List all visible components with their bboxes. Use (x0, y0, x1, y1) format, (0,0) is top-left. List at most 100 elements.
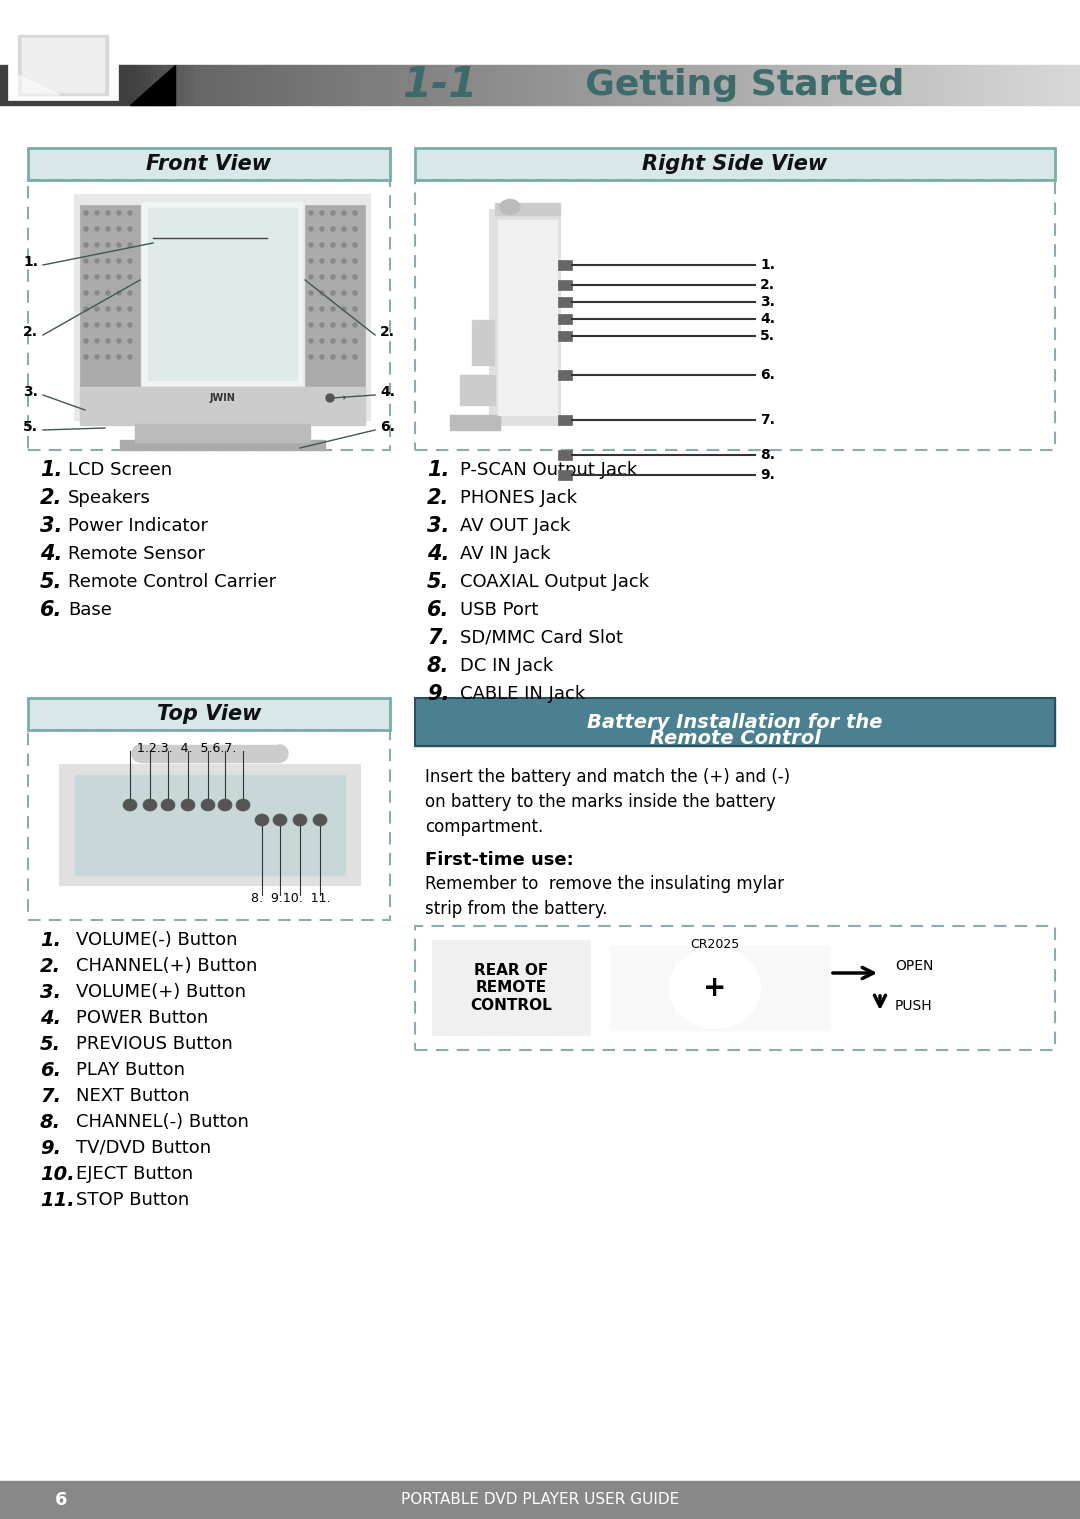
Text: →: → (338, 393, 346, 403)
Bar (227, 65, 232, 105)
Bar (1053, 65, 1058, 105)
Bar (281, 65, 286, 105)
Bar (961, 65, 967, 105)
Ellipse shape (117, 260, 121, 263)
Bar (972, 65, 977, 105)
Text: Battery Installation for the: Battery Installation for the (588, 712, 882, 732)
Bar (610, 946, 831, 1030)
Bar (292, 65, 297, 105)
Bar (529, 65, 535, 105)
Bar (864, 65, 869, 105)
Bar (28, 699, 390, 731)
Ellipse shape (309, 260, 313, 263)
Bar (415, 179, 1055, 450)
Bar (146, 65, 151, 105)
Text: CHANNEL(+) Button: CHANNEL(+) Button (76, 957, 257, 975)
Ellipse shape (117, 355, 121, 358)
Text: AV OUT Jack: AV OUT Jack (460, 516, 570, 535)
Bar (113, 65, 119, 105)
Bar (680, 65, 686, 105)
Bar (648, 65, 653, 105)
Bar (756, 65, 761, 105)
Bar (832, 65, 837, 105)
Bar (140, 65, 146, 105)
Ellipse shape (117, 226, 121, 231)
Bar (1037, 65, 1042, 105)
Bar (80, 205, 140, 406)
Bar (1004, 65, 1010, 105)
Bar (805, 65, 810, 105)
Bar (0, 1481, 1080, 1519)
Bar (148, 208, 297, 380)
Bar (340, 65, 346, 105)
Bar (259, 65, 265, 105)
Bar (86, 65, 92, 105)
Bar (535, 65, 540, 105)
Bar (421, 65, 427, 105)
Text: USB Port: USB Port (460, 602, 538, 620)
Bar (60, 766, 360, 886)
Bar (491, 65, 497, 105)
Bar (664, 65, 670, 105)
Ellipse shape (309, 355, 313, 358)
Bar (80, 387, 365, 415)
Text: JWIN: JWIN (210, 393, 235, 403)
Bar (454, 65, 459, 105)
Bar (189, 65, 194, 105)
Bar (486, 65, 491, 105)
Text: +: + (703, 974, 727, 1003)
Ellipse shape (353, 355, 357, 358)
Text: 7.: 7. (760, 413, 774, 427)
Bar (124, 65, 130, 105)
Bar (416, 65, 421, 105)
Bar (427, 65, 432, 105)
Text: 8.: 8. (40, 1112, 60, 1132)
Ellipse shape (129, 260, 132, 263)
Text: 6.: 6. (40, 600, 63, 620)
Ellipse shape (320, 292, 324, 295)
Bar (22, 38, 104, 93)
Bar (378, 65, 383, 105)
Bar (788, 65, 794, 105)
Ellipse shape (201, 799, 215, 811)
Text: EJECT Button: EJECT Button (76, 1165, 193, 1183)
Bar (902, 65, 907, 105)
Ellipse shape (95, 211, 99, 216)
Text: Remote Control Carrier: Remote Control Carrier (68, 573, 276, 591)
Ellipse shape (353, 243, 357, 248)
Ellipse shape (320, 211, 324, 216)
Bar (221, 65, 227, 105)
Bar (659, 65, 664, 105)
Bar (578, 65, 583, 105)
Text: 8.  9.10.  11.: 8. 9.10. 11. (252, 892, 330, 904)
Bar (558, 260, 572, 270)
Bar (772, 65, 778, 105)
Bar (734, 65, 740, 105)
Text: 5.: 5. (427, 573, 449, 592)
Bar (923, 65, 929, 105)
Bar (934, 65, 940, 105)
Bar (994, 65, 999, 105)
Ellipse shape (309, 307, 313, 311)
Bar (130, 65, 135, 105)
Bar (599, 65, 605, 105)
Text: 11.: 11. (40, 1191, 75, 1209)
Ellipse shape (106, 307, 110, 311)
Bar (558, 450, 572, 460)
Text: VOLUME(-) Button: VOLUME(-) Button (76, 931, 238, 949)
Bar (518, 65, 524, 105)
Bar (686, 65, 691, 105)
Bar (319, 65, 324, 105)
Ellipse shape (330, 260, 335, 263)
Bar (1031, 65, 1037, 105)
Bar (718, 65, 724, 105)
Bar (481, 65, 486, 105)
Ellipse shape (129, 307, 132, 311)
Bar (837, 65, 842, 105)
Bar (433, 940, 590, 1034)
Bar (329, 65, 335, 105)
Bar (643, 65, 648, 105)
Bar (799, 65, 805, 105)
Text: 4.: 4. (427, 544, 449, 564)
Bar (950, 65, 956, 105)
